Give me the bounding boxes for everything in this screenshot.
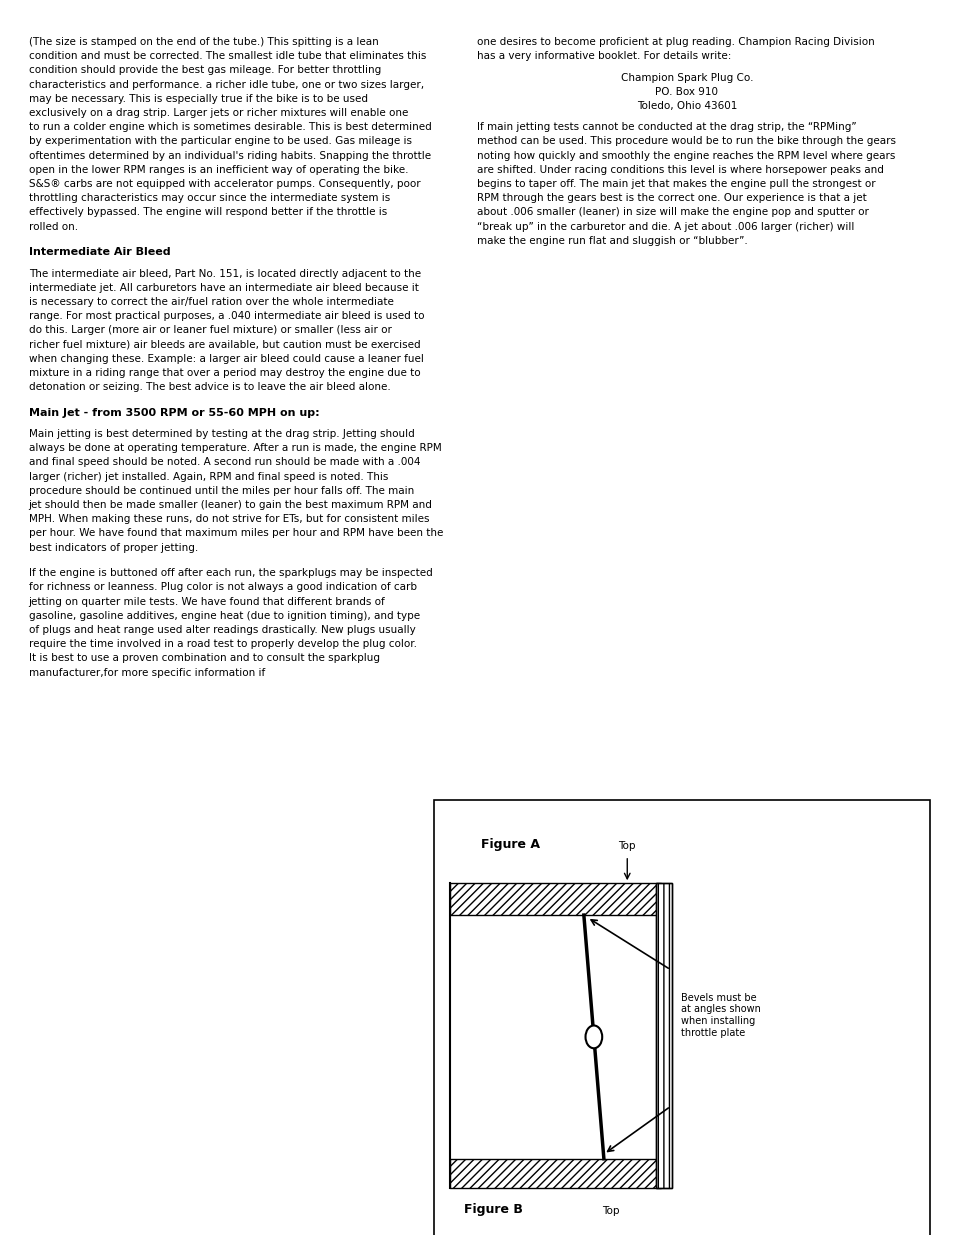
Bar xyxy=(450,1158,659,1188)
Text: condition should provide the best gas mileage. For better throttling: condition should provide the best gas mi… xyxy=(29,65,380,75)
Text: Champion Spark Plug Co.: Champion Spark Plug Co. xyxy=(620,73,752,83)
Text: has a very informative booklet. For details write:: has a very informative booklet. For deta… xyxy=(476,52,731,62)
Text: oftentimes determined by an individual's riding habits. Snapping the throttle: oftentimes determined by an individual's… xyxy=(29,151,431,161)
Text: best indicators of proper jetting.: best indicators of proper jetting. xyxy=(29,542,197,552)
Text: by experimentation with the particular engine to be used. Gas mileage is: by experimentation with the particular e… xyxy=(29,136,411,147)
Text: is necessary to correct the air/fuel ration over the whole intermediate: is necessary to correct the air/fuel rat… xyxy=(29,296,393,308)
Text: S&S® carbs are not equipped with accelerator pumps. Consequently, poor: S&S® carbs are not equipped with acceler… xyxy=(29,179,420,189)
Bar xyxy=(450,915,655,1158)
Text: one desires to become proficient at plug reading. Champion Racing Division: one desires to become proficient at plug… xyxy=(476,37,874,47)
Text: Main Jet - from 3500 RPM or 55-60 MPH on up:: Main Jet - from 3500 RPM or 55-60 MPH on… xyxy=(29,408,319,417)
Text: range. For most practical purposes, a .040 intermediate air bleed is used to: range. For most practical purposes, a .0… xyxy=(29,311,424,321)
Text: open in the lower RPM ranges is an inefficient way of operating the bike.: open in the lower RPM ranges is an ineff… xyxy=(29,164,408,175)
Text: when changing these. Example: a larger air bleed could cause a leaner fuel: when changing these. Example: a larger a… xyxy=(29,353,423,364)
Text: may be necessary. This is especially true if the bike is to be used: may be necessary. This is especially tru… xyxy=(29,94,367,104)
Text: noting how quickly and smoothly the engine reaches the RPM level where gears: noting how quickly and smoothly the engi… xyxy=(476,151,895,161)
Text: Intermediate Air Bleed: Intermediate Air Bleed xyxy=(29,247,170,257)
Text: Figure A: Figure A xyxy=(480,839,539,851)
Text: manufacturer,for more specific information if: manufacturer,for more specific informati… xyxy=(29,668,265,678)
Text: Figure B: Figure B xyxy=(464,1203,522,1215)
Text: to run a colder engine which is sometimes desirable. This is best determined: to run a colder engine which is sometime… xyxy=(29,122,431,132)
Text: condition and must be corrected. The smallest idle tube that eliminates this: condition and must be corrected. The sma… xyxy=(29,52,426,62)
Text: jetting on quarter mile tests. We have found that different brands of: jetting on quarter mile tests. We have f… xyxy=(29,597,385,606)
Text: PO. Box 910: PO. Box 910 xyxy=(655,86,718,96)
Text: jet should then be made smaller (leaner) to gain the best maximum RPM and: jet should then be made smaller (leaner)… xyxy=(29,500,432,510)
Text: Toledo, Ohio 43601: Toledo, Ohio 43601 xyxy=(636,101,737,111)
Text: MPH. When making these runs, do not strive for ETs, but for consistent miles: MPH. When making these runs, do not stri… xyxy=(29,514,429,524)
Bar xyxy=(655,883,672,1188)
Text: Main jetting is best determined by testing at the drag strip. Jetting should: Main jetting is best determined by testi… xyxy=(29,429,414,438)
Text: “break up” in the carburetor and die. A jet about .006 larger (richer) will: “break up” in the carburetor and die. A … xyxy=(476,221,854,232)
Text: always be done at operating temperature. After a run is made, the engine RPM: always be done at operating temperature.… xyxy=(29,443,441,453)
Text: larger (richer) jet installed. Again, RPM and final speed is noted. This: larger (richer) jet installed. Again, RP… xyxy=(29,472,388,482)
Text: require the time involved in a road test to properly develop the plug color.: require the time involved in a road test… xyxy=(29,640,416,650)
Text: method can be used. This procedure would be to run the bike through the gears: method can be used. This procedure would… xyxy=(476,136,895,147)
Circle shape xyxy=(585,1025,601,1049)
Text: 5: 5 xyxy=(916,1203,924,1216)
Text: of plugs and heat range used alter readings drastically. New plugs usually: of plugs and heat range used alter readi… xyxy=(29,625,415,635)
Text: make the engine run flat and sluggish or “blubber”.: make the engine run flat and sluggish or… xyxy=(476,236,747,246)
Text: RPM through the gears best is the correct one. Our experience is that a jet: RPM through the gears best is the correc… xyxy=(476,193,866,204)
Text: begins to taper off. The main jet that makes the engine pull the strongest or: begins to taper off. The main jet that m… xyxy=(476,179,875,189)
Text: mixture in a riding range that over a period may destroy the engine due to: mixture in a riding range that over a pe… xyxy=(29,368,420,378)
Text: If the engine is buttoned off after each run, the sparkplugs may be inspected: If the engine is buttoned off after each… xyxy=(29,568,432,578)
Text: If main jetting tests cannot be conducted at the drag strip, the “RPMing”: If main jetting tests cannot be conducte… xyxy=(476,122,856,132)
Text: The intermediate air bleed, Part No. 151, is located directly adjacent to the: The intermediate air bleed, Part No. 151… xyxy=(29,268,420,279)
Text: Bevels must be
at angles shown
when installing
throttle plate: Bevels must be at angles shown when inst… xyxy=(679,993,760,1037)
Text: gasoline, gasoline additives, engine heat (due to ignition timing), and type: gasoline, gasoline additives, engine hea… xyxy=(29,611,419,621)
Text: rolled on.: rolled on. xyxy=(29,221,77,232)
Text: effectively bypassed. The engine will respond better if the throttle is: effectively bypassed. The engine will re… xyxy=(29,207,387,217)
Text: (The size is stamped on the end of the tube.) This spitting is a lean: (The size is stamped on the end of the t… xyxy=(29,37,378,47)
Text: detonation or seizing. The best advice is to leave the air bleed alone.: detonation or seizing. The best advice i… xyxy=(29,382,390,393)
Text: richer fuel mixture) air bleeds are available, but caution must be exercised: richer fuel mixture) air bleeds are avai… xyxy=(29,340,420,350)
Bar xyxy=(450,883,659,915)
Text: and final speed should be noted. A second run should be made with a .004: and final speed should be noted. A secon… xyxy=(29,457,419,467)
Bar xyxy=(434,800,929,1235)
Text: It is best to use a proven combination and to consult the sparkplug: It is best to use a proven combination a… xyxy=(29,653,379,663)
Text: throttling characteristics may occur since the intermediate system is: throttling characteristics may occur sin… xyxy=(29,193,390,204)
Text: intermediate jet. All carburetors have an intermediate air bleed because it: intermediate jet. All carburetors have a… xyxy=(29,283,418,293)
Text: Top: Top xyxy=(601,1205,618,1215)
Text: procedure should be continued until the miles per hour falls off. The main: procedure should be continued until the … xyxy=(29,485,414,495)
Text: for richness or leanness. Plug color is not always a good indication of carb: for richness or leanness. Plug color is … xyxy=(29,583,416,593)
Text: about .006 smaller (leaner) in size will make the engine pop and sputter or: about .006 smaller (leaner) in size will… xyxy=(476,207,868,217)
Text: exclusively on a drag strip. Larger jets or richer mixtures will enable one: exclusively on a drag strip. Larger jets… xyxy=(29,107,408,119)
Text: characteristics and performance. a richer idle tube, one or two sizes larger,: characteristics and performance. a riche… xyxy=(29,79,423,90)
Text: are shifted. Under racing conditions this level is where horsepower peaks and: are shifted. Under racing conditions thi… xyxy=(476,164,882,175)
Bar xyxy=(655,883,672,1188)
Text: Top: Top xyxy=(618,841,636,851)
Text: do this. Larger (more air or leaner fuel mixture) or smaller (less air or: do this. Larger (more air or leaner fuel… xyxy=(29,325,391,336)
Text: per hour. We have found that maximum miles per hour and RPM have been the: per hour. We have found that maximum mil… xyxy=(29,529,442,538)
